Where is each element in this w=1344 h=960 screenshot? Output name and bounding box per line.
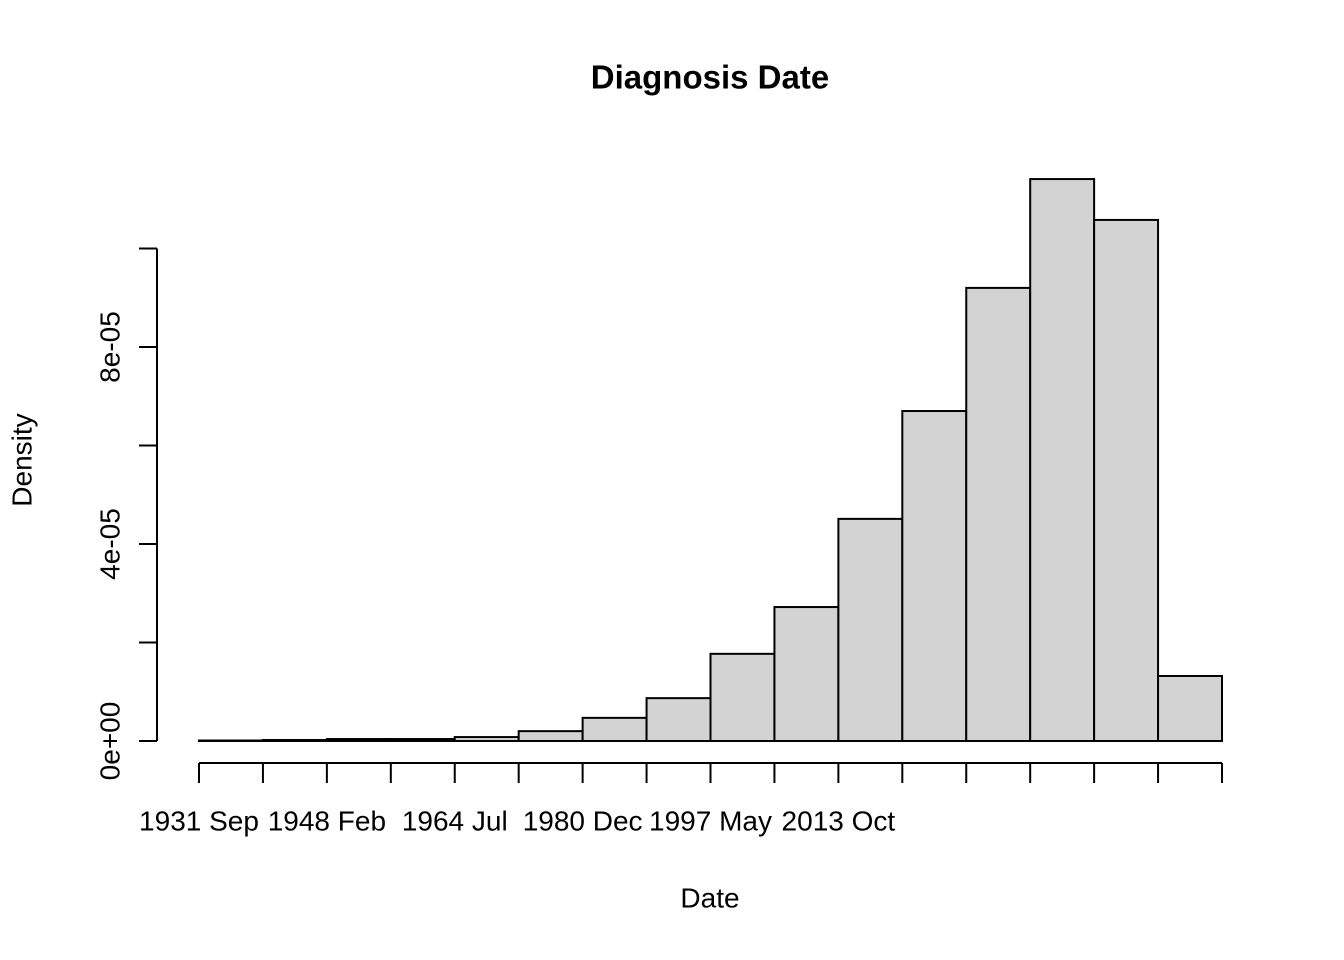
bar [1029,178,1096,742]
x-tick-label: 1997 May [649,805,772,836]
y-tick-label: 0e+00 [94,702,125,781]
y-tick-label: 4e-05 [94,508,125,580]
x-tick-label: 1931 Sep [139,805,259,836]
bar [1093,218,1160,742]
y-tick-label: 8e-05 [94,311,125,383]
bar [901,410,968,742]
x-tick-label: 1964 Jul [402,805,508,836]
y-axis-title: Density [6,413,37,506]
bar [645,697,712,743]
bar [709,652,776,743]
bar [453,736,520,742]
x-tick-label: 1948 Feb [268,805,386,836]
bar [325,738,392,743]
x-tick-label: 1980 Dec [523,805,643,836]
bar [389,738,456,743]
x-tick-label: 2013 Oct [782,805,896,836]
bar [837,517,904,742]
chart-title: Diagnosis Date [591,59,829,96]
x-axis-title: Date [680,882,739,913]
bar [965,286,1032,742]
bar [261,739,328,743]
bar [581,716,648,742]
bar [1157,674,1223,742]
bar [773,606,840,742]
bar [517,730,584,743]
